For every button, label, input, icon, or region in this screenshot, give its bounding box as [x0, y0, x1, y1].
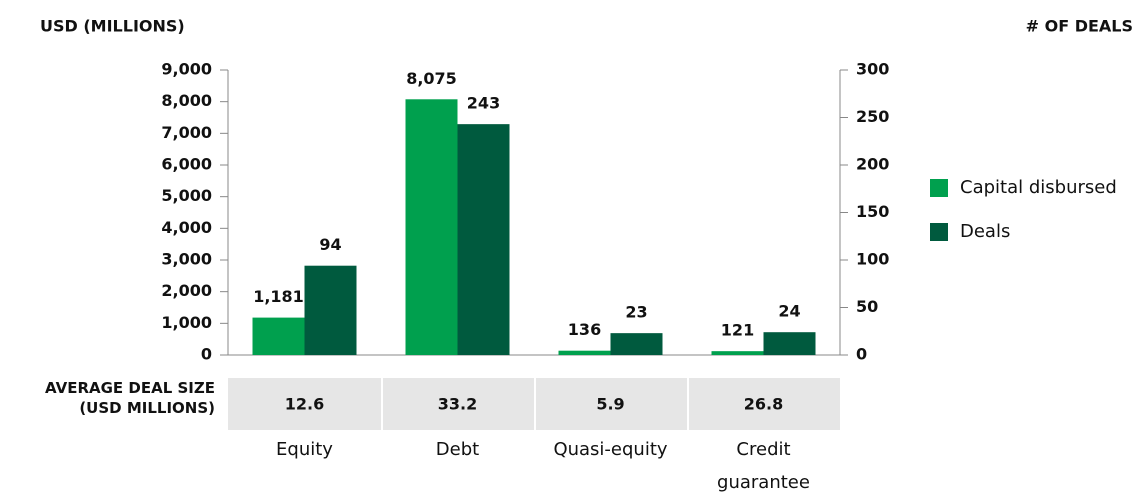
- legend-swatch: [930, 223, 948, 241]
- average-cell: [689, 378, 840, 430]
- value-label: 121: [721, 321, 754, 340]
- average-cell: [228, 378, 381, 430]
- y2-tick-label: 150: [856, 202, 889, 221]
- bar: [610, 333, 663, 355]
- bar: [457, 124, 510, 356]
- value-label: 8,075: [406, 69, 457, 88]
- y-axis-title: USD (MILLIONS): [40, 17, 185, 36]
- x-tick-label: Credit guarantee: [717, 439, 810, 493]
- legend-swatch: [930, 179, 948, 197]
- y2-tick-label: 300: [856, 60, 889, 79]
- value-label: 243: [467, 94, 500, 113]
- value-label: 23: [625, 303, 647, 322]
- bar: [304, 265, 357, 355]
- y2-tick-label: 200: [856, 155, 889, 174]
- y-tick-label: 2,000: [161, 281, 212, 300]
- y2-tick-label: 100: [856, 250, 889, 269]
- average-value: 12.6: [285, 395, 324, 414]
- bar: [763, 332, 816, 355]
- average-label: AVERAGE DEAL SIZE (USD MILLIONS): [45, 379, 215, 417]
- legend-label: Deals: [960, 221, 1010, 242]
- average-value: 33.2: [438, 395, 477, 414]
- y2-axis-title: # OF DEALS: [1026, 17, 1133, 36]
- y2-tick-label: 0: [856, 345, 867, 364]
- average-value: 5.9: [596, 395, 624, 414]
- y-tick-label: 8,000: [161, 91, 212, 110]
- y-tick-label: 4,000: [161, 218, 212, 237]
- average-value: 26.8: [744, 395, 783, 414]
- bar: [558, 350, 611, 355]
- y-tick-label: 6,000: [161, 155, 212, 174]
- legend-label: Capital disbursed: [960, 177, 1117, 198]
- y-tick-label: 0: [201, 345, 212, 364]
- x-tick-label: Debt: [435, 439, 480, 460]
- bar: [711, 351, 764, 355]
- y2-tick-label: 50: [856, 297, 878, 316]
- average-cell: [383, 378, 534, 430]
- y-tick-label: 9,000: [161, 60, 212, 79]
- y2-tick-label: 250: [856, 107, 889, 126]
- y-tick-label: 5,000: [161, 186, 212, 205]
- y-tick-label: 1,000: [161, 313, 212, 332]
- value-label: 1,181: [253, 287, 304, 306]
- value-label: 24: [778, 302, 800, 321]
- y-tick-label: 3,000: [161, 250, 212, 269]
- average-cell: [536, 378, 687, 430]
- value-label: 94: [319, 235, 341, 254]
- value-label: 136: [568, 320, 601, 339]
- x-tick-label: Equity: [276, 439, 333, 460]
- bar: [405, 99, 458, 356]
- y-tick-label: 7,000: [161, 123, 212, 142]
- x-tick-label: Quasi-equity: [553, 439, 668, 460]
- bar: [252, 317, 305, 355]
